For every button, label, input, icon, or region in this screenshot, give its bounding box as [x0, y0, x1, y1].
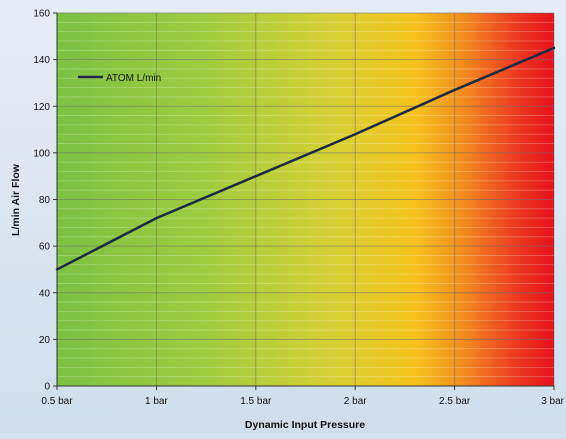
y-axis-title: L/min Air Flow — [10, 163, 22, 236]
x-tick-label-1: 1 bar — [145, 396, 168, 407]
y-tick-label-140: 140 — [33, 55, 50, 66]
y-tick-label-40: 40 — [39, 288, 51, 299]
x-tick-label-5: 3 bar — [541, 396, 564, 407]
y-tick-label-80: 80 — [39, 195, 51, 206]
legend-label-atom: ATOM L/min — [106, 73, 161, 84]
x-tick-label-3: 2 bar — [344, 396, 367, 407]
x-tick-label-0: 0.5 bar — [41, 396, 73, 407]
y-tick-label-120: 120 — [33, 102, 50, 113]
y-tick-label-60: 60 — [39, 242, 51, 253]
gridlines — [57, 13, 554, 386]
y-tick-label-100: 100 — [33, 148, 50, 159]
x-axis-title: Dynamic Input Pressure — [245, 419, 365, 431]
y-tick-label-20: 20 — [39, 335, 51, 346]
y-tick-label-160: 160 — [33, 9, 50, 20]
x-tick-label-4: 2.5 bar — [439, 396, 471, 407]
x-tick-label-2: 1.5 bar — [240, 396, 272, 407]
y-tick-label-0: 0 — [44, 382, 50, 393]
